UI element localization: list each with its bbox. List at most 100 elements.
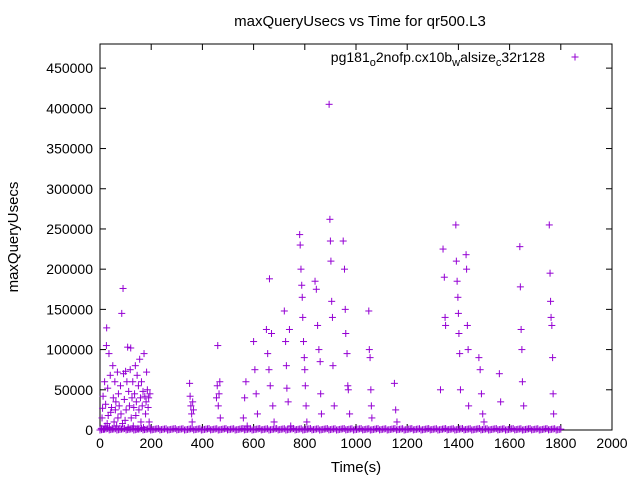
data-point <box>113 368 121 376</box>
data-point <box>120 395 128 403</box>
data-point <box>302 402 310 410</box>
data-point <box>189 406 197 414</box>
data-point <box>456 386 464 394</box>
data-point <box>303 418 311 426</box>
data-point <box>145 394 153 402</box>
data-point <box>339 237 347 245</box>
data-point <box>497 398 505 406</box>
data-point <box>108 403 116 411</box>
data-point <box>463 265 471 273</box>
data-point <box>144 403 152 411</box>
data-point <box>141 392 149 400</box>
data-point <box>127 414 135 422</box>
x-tick-label: 400 <box>191 435 215 451</box>
x-axis: 0 200 400 600 800 1000 1200 1400 1600 1800 2000 <box>96 44 628 451</box>
data-point <box>136 394 144 402</box>
data-point <box>125 402 133 410</box>
data-point <box>265 366 273 374</box>
x-tick-label: 1000 <box>340 435 371 451</box>
data-point <box>187 402 195 410</box>
data-point <box>476 366 484 374</box>
data-point <box>516 243 524 251</box>
data-point <box>495 370 503 378</box>
data-point <box>142 410 150 418</box>
x-tick-label: 1800 <box>545 435 576 451</box>
legend-label-part: 2nofp.cx10b <box>376 49 452 65</box>
data-point <box>344 382 352 390</box>
data-point <box>143 386 151 394</box>
data-point <box>121 425 129 433</box>
x-tick-label: 1600 <box>494 435 525 451</box>
data-point <box>247 425 255 433</box>
data-point <box>132 412 140 420</box>
data-point <box>273 425 281 433</box>
data-point <box>518 378 526 386</box>
data-point <box>103 324 111 332</box>
data-point <box>138 402 146 410</box>
data-point <box>145 425 153 433</box>
data-point <box>346 410 354 418</box>
data-point <box>230 425 238 433</box>
data-point <box>280 307 288 315</box>
data-point <box>440 273 448 281</box>
data-point <box>391 425 399 433</box>
data-point <box>146 390 154 398</box>
data-point <box>296 241 304 249</box>
data-point <box>300 354 308 362</box>
data-point <box>382 425 390 433</box>
data-point <box>367 402 375 410</box>
data-point <box>297 425 305 433</box>
data-point <box>137 425 145 433</box>
data-point <box>500 425 508 433</box>
data-point <box>239 414 247 422</box>
legend-marker <box>571 53 579 61</box>
data-point <box>509 425 517 433</box>
y-tick-label: 150000 <box>46 301 93 317</box>
data-point <box>262 325 270 333</box>
data-point <box>268 330 276 337</box>
data-point <box>131 390 139 398</box>
data-point <box>241 394 249 402</box>
data-point <box>456 350 464 358</box>
data-point <box>285 325 293 333</box>
data-point <box>301 382 309 390</box>
data-point <box>142 398 150 406</box>
data-point <box>547 313 555 321</box>
data-point <box>214 342 222 350</box>
data-point <box>367 386 375 394</box>
chart-title: maxQueryUsecs vs Time for qr500.L3 <box>234 13 486 30</box>
data-point <box>368 414 376 422</box>
data-point <box>269 402 277 410</box>
data-point <box>188 418 196 426</box>
data-point <box>298 281 306 289</box>
x-axis-label: Time(s) <box>331 459 381 476</box>
data-point <box>256 425 264 433</box>
data-point <box>341 305 349 313</box>
data-point <box>116 382 124 390</box>
y-tick-label: 400000 <box>46 100 93 116</box>
x-tick-label: 600 <box>242 435 266 451</box>
data-point <box>212 394 220 402</box>
data-point <box>284 398 292 406</box>
data-point <box>557 425 565 433</box>
data-point <box>526 425 534 433</box>
y-tick-label: 300000 <box>46 181 93 197</box>
data-point <box>311 277 319 285</box>
data-point <box>132 398 140 406</box>
data-point <box>300 338 308 346</box>
data-point <box>408 425 416 433</box>
data-point <box>393 418 401 426</box>
data-point <box>366 354 374 362</box>
data-point <box>252 390 260 398</box>
data-point <box>117 410 125 418</box>
data-point <box>122 406 130 414</box>
data-point <box>365 346 373 354</box>
data-point <box>340 425 348 433</box>
data-point <box>314 321 322 329</box>
data-point <box>137 418 145 426</box>
data-point <box>546 269 554 277</box>
data-point <box>98 414 106 422</box>
legend: pg181o2nofp.cx10bwalsizec32r128 <box>331 49 579 69</box>
data-point <box>139 387 147 395</box>
